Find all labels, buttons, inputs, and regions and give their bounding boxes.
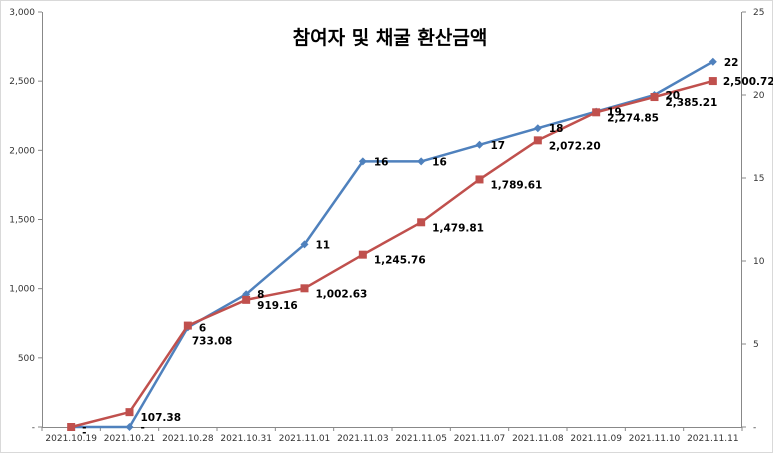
series-0-data-label: 22 — [724, 57, 739, 69]
series-1-data-label: 107.38 — [141, 412, 182, 424]
series-1-point — [475, 175, 484, 184]
series-1-point — [183, 321, 192, 330]
series-0-data-label: 16 — [432, 156, 447, 168]
series-1-point — [67, 423, 76, 431]
series-0-point — [300, 240, 309, 249]
series-0-point — [533, 124, 542, 133]
series-1-data-label: 2,500.72 — [723, 76, 773, 88]
series-1-point — [300, 284, 309, 293]
series-0-point — [475, 140, 484, 149]
series-1-data-label: 1,789.61 — [491, 179, 543, 191]
x-tick-label: 2021.11.10 — [629, 434, 681, 444]
right-tick-label: 5 — [753, 340, 759, 350]
x-tick-label: 2021.10.31 — [220, 434, 272, 444]
series-layer — [67, 57, 717, 431]
series-0-data-label: 17 — [491, 140, 506, 152]
left-axis-ticks: - 500 1,000 1,500 2,000 2,500 3,000 — [9, 8, 42, 433]
right-tick-label: 25 — [753, 8, 764, 18]
series-1-data-label: 2,385.21 — [666, 97, 718, 109]
series-1-data-label: 1,245.76 — [374, 255, 426, 267]
left-tick-label: 2,000 — [9, 146, 35, 156]
series-0-point — [708, 57, 717, 66]
series-1-data-label: 2,072.20 — [549, 140, 601, 152]
series-1-point — [650, 93, 659, 102]
x-tick-label: 2021.11.01 — [279, 434, 331, 444]
series-1-data-label: 919.16 — [257, 300, 298, 312]
series-0-data-label: 11 — [316, 239, 331, 251]
series-1-data-label: 1,002.63 — [316, 288, 368, 300]
x-tick-label: 2021.10.21 — [104, 434, 156, 444]
x-tick-label: 2021.11.03 — [337, 434, 389, 444]
series-1-data-label: 2,274.85 — [607, 112, 659, 124]
left-tick-label: 1,500 — [9, 216, 35, 226]
series-0-point — [125, 423, 134, 431]
series-1-data-label: 1,479.81 — [432, 222, 484, 234]
x-tick-label: 2021.10.28 — [162, 434, 214, 444]
x-tick-label: 2021.11.08 — [512, 434, 564, 444]
series-1-line — [70, 79, 714, 429]
right-tick-label: 15 — [753, 174, 764, 184]
left-tick-label: 500 — [18, 354, 35, 364]
series-0-data-label: 16 — [374, 156, 389, 168]
x-tick-label: 2021.11.11 — [687, 434, 739, 444]
x-tick-label: 2021.11.07 — [454, 434, 506, 444]
series-0-data-label: 20 — [666, 90, 681, 102]
series-1-point — [708, 77, 717, 86]
left-tick-label: 3,000 — [9, 8, 35, 18]
series-0-data-label: 6 — [199, 322, 206, 334]
x-tick-label: 2021.11.09 — [570, 434, 622, 444]
right-tick-label: 20 — [753, 91, 765, 101]
series-1-point — [417, 218, 426, 227]
series-1-point — [358, 250, 367, 259]
x-tick-label: 2021.10.19 — [45, 434, 97, 444]
left-tick-label: 1,000 — [9, 285, 35, 295]
x-tick-label: 2021.11.05 — [395, 434, 447, 444]
left-tick-label: - — [32, 423, 35, 433]
series-0-data-label: 19 — [607, 107, 622, 119]
series-1-data-label: 733.08 — [192, 336, 233, 348]
series-0-data-label: 8 — [257, 289, 264, 301]
series-1-point — [125, 408, 134, 417]
series-0-data-label: - — [141, 422, 145, 434]
chart-title: 참여자 및 채굴 환산금액 — [293, 27, 488, 49]
series-0-point — [358, 157, 367, 166]
series-1-point — [533, 136, 542, 145]
series-1-point — [592, 108, 601, 117]
x-axis-ticks: 2021.10.19 2021.10.21 2021.10.28 2021.10.31… — [41, 427, 743, 444]
series-1-point — [242, 295, 251, 304]
series-1-data-label: - — [82, 427, 86, 439]
series-0-data-label: - — [82, 422, 86, 434]
series-0-point — [417, 157, 426, 166]
left-tick-label: 2,500 — [9, 77, 35, 87]
right-axis-ticks: - 5 10 15 20 25 — [742, 8, 765, 433]
right-tick-label: 10 — [753, 257, 765, 267]
right-tick-label: - — [753, 423, 756, 433]
series-0-data-label: 18 — [549, 123, 564, 135]
